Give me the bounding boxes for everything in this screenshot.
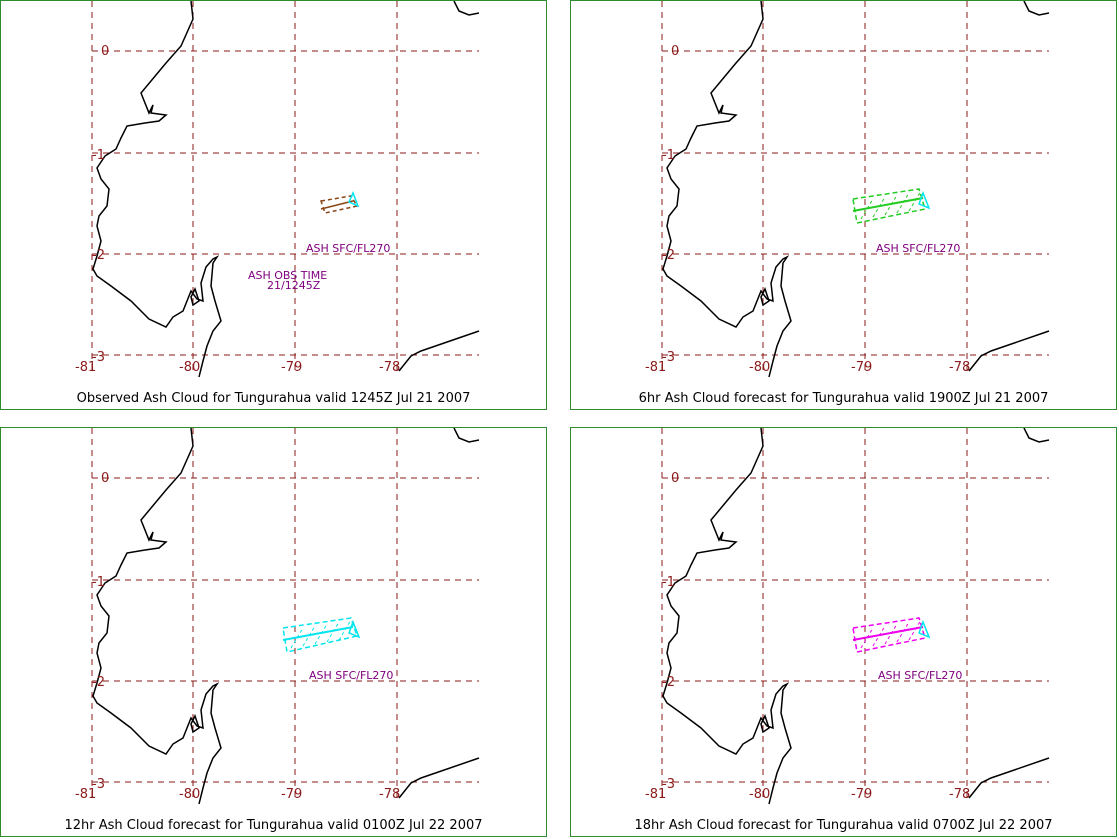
lat-tick: -2 [662, 675, 675, 690]
lat-tick: -2 [92, 248, 105, 263]
ash-cloud [852, 188, 926, 224]
lat-tick: -1 [662, 575, 675, 590]
map-panel-12hr: 0 -1 -2 -3 -81 -80 -79 -78 ASH SFC/FL270… [0, 427, 547, 837]
ash-cloud [282, 617, 358, 653]
lon-tick: -81 [645, 787, 666, 802]
lat-tick: 0 [671, 471, 679, 486]
volcano-marker-icon [348, 191, 360, 208]
lat-tick: 0 [101, 44, 109, 59]
map-canvas: 0 -1 -2 -3 -81 -80 -79 -78 ASH SFC/FL270… [75, 1, 480, 378]
lat-tick: -3 [92, 350, 105, 365]
map-canvas: 0 -1 -2 -3 -81 -80 -79 -78 ASH SFC/FL270 [645, 1, 1050, 378]
obs-time-value: 21/1245Z [267, 279, 321, 292]
lat-tick: -3 [662, 777, 675, 792]
coastline [662, 428, 1050, 805]
lat-tick: 0 [101, 471, 109, 486]
lat-tick: -2 [662, 248, 675, 263]
lon-tick: -79 [281, 787, 302, 802]
lon-tick: -79 [851, 787, 872, 802]
lon-tick: -78 [379, 787, 400, 802]
coastline [92, 1, 480, 378]
lon-tick: -80 [749, 787, 770, 802]
ash-cloud [320, 195, 359, 214]
volcano-marker-icon [348, 619, 361, 639]
lat-tick: -1 [92, 148, 105, 163]
lon-tick: -81 [75, 787, 96, 802]
lat-tick: -1 [92, 575, 105, 590]
lat-tick: -1 [662, 148, 675, 163]
panel-caption: Observed Ash Cloud for Tungurahua valid … [76, 391, 471, 406]
ash-level-label: ASH SFC/FL270 [306, 242, 390, 255]
ash-cloud [852, 617, 926, 653]
panel-caption: 6hr Ash Cloud forecast for Tungurahua va… [638, 391, 1049, 406]
lat-lon-grid [91, 428, 479, 798]
lon-tick: -80 [749, 360, 770, 375]
lon-tick: -81 [75, 360, 96, 375]
lon-tick: -79 [851, 360, 872, 375]
map-canvas: 0 -1 -2 -3 -81 -80 -79 -78 ASH SFC/FL270 [645, 428, 1050, 805]
panel-caption: 18hr Ash Cloud forecast for Tungurahua v… [634, 818, 1053, 833]
ash-level-label: ASH SFC/FL270 [878, 669, 962, 682]
coastline [92, 428, 480, 805]
panel-caption: 12hr Ash Cloud forecast for Tungurahua v… [64, 818, 483, 833]
lon-tick: -78 [949, 787, 970, 802]
lat-lon-grid [91, 1, 479, 371]
lat-tick: -2 [92, 675, 105, 690]
lat-lon-grid [661, 1, 1049, 371]
lon-tick: -81 [645, 360, 666, 375]
map-panel-18hr: 0 -1 -2 -3 -81 -80 -79 -78 ASH SFC/FL270… [570, 427, 1117, 837]
lon-tick: -78 [949, 360, 970, 375]
ash-level-label: ASH SFC/FL270 [309, 669, 393, 682]
map-panel-observed: 0 -1 -2 -3 -81 -80 -79 -78 ASH SFC/FL270… [0, 0, 547, 410]
lat-tick: -3 [662, 350, 675, 365]
volcano-marker-icon [918, 190, 931, 210]
lat-tick: 0 [671, 44, 679, 59]
lat-lon-grid [661, 428, 1049, 798]
map-panel-6hr: 0 -1 -2 -3 -81 -80 -79 -78 ASH SFC/FL270… [570, 0, 1117, 410]
map-canvas: 0 -1 -2 -3 -81 -80 -79 -78 ASH SFC/FL270 [75, 428, 480, 805]
obs-time-label: ASH OBS TIME [248, 269, 327, 282]
volcano-marker-icon [918, 619, 931, 639]
lon-tick: -79 [281, 360, 302, 375]
coastline [662, 1, 1050, 378]
lon-tick: -80 [179, 360, 200, 375]
lat-tick: -3 [92, 777, 105, 792]
lon-tick: -78 [379, 360, 400, 375]
lon-tick: -80 [179, 787, 200, 802]
ash-level-label: ASH SFC/FL270 [876, 242, 960, 255]
